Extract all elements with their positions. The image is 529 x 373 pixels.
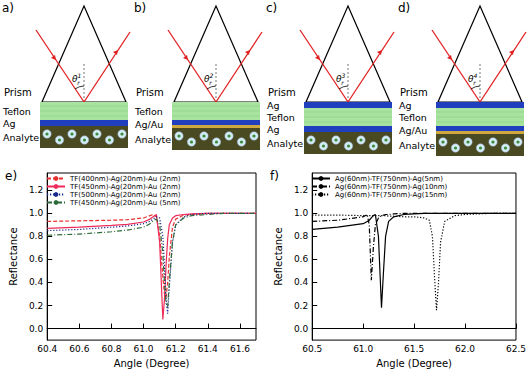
svg-text:Teflon: Teflon [2, 106, 31, 117]
svg-text:b): b) [134, 1, 146, 15]
svg-text:0.4: 0.4 [29, 277, 44, 287]
svg-text:θ1r: θ1r [72, 72, 81, 86]
svg-text:1.2: 1.2 [29, 185, 43, 195]
svg-text:Ag(60nm)-TF(750nm)-Ag(15nm): Ag(60nm)-TF(750nm)-Ag(15nm) [335, 191, 448, 199]
svg-text:f): f) [270, 169, 279, 183]
svg-text:c): c) [266, 1, 277, 15]
svg-text:Teflon: Teflon [266, 112, 295, 123]
svg-text:61.4: 61.4 [198, 344, 218, 354]
svg-text:Angle (Degree): Angle (Degree) [114, 358, 190, 369]
svg-text:0.2: 0.2 [294, 301, 308, 311]
svg-text:a): a) [2, 1, 14, 15]
svg-text:0.4: 0.4 [294, 277, 309, 287]
svg-text:Ag: Ag [267, 124, 280, 135]
svg-text:Analyte: Analyte [3, 132, 39, 143]
svg-text:θ3r: θ3r [336, 72, 346, 86]
svg-text:θ2r: θ2r [204, 72, 214, 86]
svg-text:0.6: 0.6 [29, 254, 44, 264]
svg-text:Ag/Au: Ag/Au [399, 125, 427, 136]
svg-text:61.2: 61.2 [166, 344, 186, 354]
svg-text:0.8: 0.8 [29, 231, 44, 241]
svg-text:Ag: Ag [399, 100, 412, 111]
svg-text:61.0: 61.0 [134, 344, 154, 354]
svg-text:Teflon: Teflon [134, 106, 163, 117]
svg-text:61.0: 61.0 [353, 344, 373, 354]
svg-text:62.0: 62.0 [455, 344, 475, 354]
svg-text:Prism: Prism [136, 87, 164, 98]
svg-text:Reflectance: Reflectance [8, 227, 19, 286]
svg-text:Ag(60nm)-TF(750nm)-Ag(5nm): Ag(60nm)-TF(750nm)-Ag(5nm) [335, 175, 443, 183]
svg-text:Reflectance: Reflectance [273, 227, 284, 286]
svg-text:TF(400nm)-Ag(20nm)-Au (2nm): TF(400nm)-Ag(20nm)-Au (2nm) [69, 175, 181, 183]
svg-text:0.2: 0.2 [29, 301, 43, 311]
svg-text:62.5: 62.5 [506, 344, 526, 354]
svg-text:Ag: Ag [267, 100, 280, 111]
svg-text:60.8: 60.8 [101, 344, 121, 354]
svg-text:1.0: 1.0 [29, 208, 44, 218]
svg-text:Angle (Degree): Angle (Degree) [376, 358, 452, 369]
svg-text:60.6: 60.6 [69, 344, 89, 354]
svg-text:d): d) [398, 1, 410, 15]
svg-text:Ag/Au: Ag/Au [135, 119, 163, 130]
svg-text:Prism: Prism [268, 87, 296, 98]
svg-text:TF(450nm)-Ag(20nm)-Au (2nm): TF(450nm)-Ag(20nm)-Au (2nm) [69, 183, 181, 191]
svg-text:Ag(60nm)-TF(750nm)-Ag(10nm): Ag(60nm)-TF(750nm)-Ag(10nm) [335, 183, 448, 191]
svg-text:TF(500nm)-Ag(20nm)-Au (2nm): TF(500nm)-Ag(20nm)-Au (2nm) [69, 191, 181, 199]
svg-text:0.8: 0.8 [294, 231, 309, 241]
svg-text:Prism: Prism [400, 87, 428, 98]
svg-text:Analyte: Analyte [399, 140, 435, 151]
svg-text:61.6: 61.6 [230, 344, 250, 354]
svg-text:Teflon: Teflon [398, 112, 427, 123]
svg-text:Analyte: Analyte [267, 138, 303, 149]
svg-text:60.4: 60.4 [37, 344, 57, 354]
svg-text:Ag: Ag [3, 118, 16, 129]
svg-text:0.6: 0.6 [294, 254, 309, 264]
svg-text:1.2: 1.2 [294, 185, 308, 195]
svg-text:1.0: 1.0 [294, 208, 309, 218]
svg-text:θ4r: θ4r [468, 72, 478, 86]
svg-text:TF(450nm)-Ag(20nm)-Au (5nm): TF(450nm)-Ag(20nm)-Au (5nm) [69, 199, 181, 207]
svg-text:Analyte: Analyte [135, 134, 171, 145]
svg-text:60.5: 60.5 [302, 344, 322, 354]
svg-text:Prism: Prism [4, 87, 32, 98]
svg-text:0.0: 0.0 [294, 324, 309, 334]
svg-text:61.5: 61.5 [404, 344, 424, 354]
svg-text:e): e) [5, 169, 17, 183]
svg-text:0.0: 0.0 [29, 324, 44, 334]
